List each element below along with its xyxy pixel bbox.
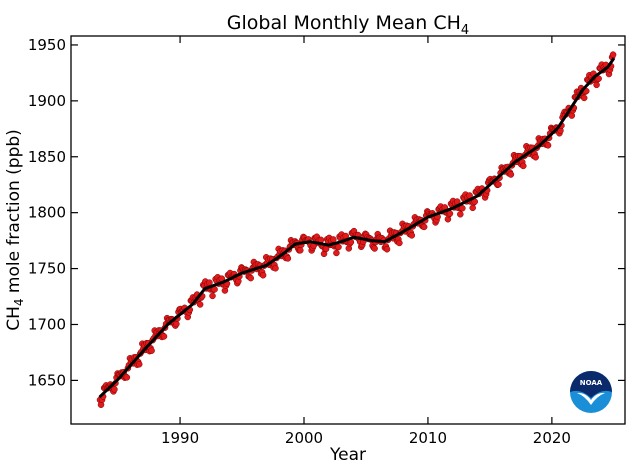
noaa-logo-bird bbox=[577, 392, 605, 405]
noaa-logo: NOAA bbox=[570, 371, 612, 413]
monthly-point bbox=[520, 162, 527, 170]
monthly-point bbox=[297, 247, 304, 254]
monthly-point bbox=[247, 274, 254, 282]
monthly-mean-series bbox=[96, 51, 617, 408]
monthly-point bbox=[420, 223, 428, 231]
y-tick-label: 1850 bbox=[28, 148, 66, 166]
x-tick-label: 2000 bbox=[285, 429, 323, 447]
y-tick-label: 1900 bbox=[28, 92, 66, 110]
monthly-point bbox=[580, 94, 588, 102]
y-axis: 1650 1700 1750 1800 1850 1900 1950 bbox=[28, 36, 625, 389]
monthly-point bbox=[459, 205, 466, 212]
monthly-point bbox=[396, 239, 403, 247]
monthly-point bbox=[507, 171, 515, 178]
x-axis: 1990 2000 2010 2020 bbox=[161, 36, 571, 447]
monthly-point bbox=[209, 292, 216, 300]
monthly-point bbox=[593, 81, 600, 89]
noaa-logo-text: NOAA bbox=[580, 379, 603, 387]
monthly-point bbox=[595, 75, 602, 82]
monthly-point bbox=[173, 320, 180, 328]
x-tick-label: 2010 bbox=[409, 429, 447, 447]
monthly-point bbox=[532, 154, 539, 161]
y-tick-label: 1950 bbox=[28, 36, 66, 54]
monthly-point bbox=[568, 112, 576, 119]
monthly-point bbox=[272, 265, 279, 272]
monthly-point bbox=[135, 361, 143, 368]
x-tick-label: 2020 bbox=[533, 429, 571, 447]
monthly-point bbox=[284, 255, 292, 262]
monthly-point bbox=[330, 236, 337, 243]
monthly-point bbox=[544, 142, 552, 149]
monthly-point bbox=[123, 374, 131, 381]
monthly-point bbox=[457, 211, 464, 218]
y-axis-title: CH4 mole fraction (ppb) bbox=[4, 129, 26, 331]
y-tick-label: 1700 bbox=[28, 315, 66, 333]
monthly-point bbox=[333, 249, 340, 257]
monthly-point bbox=[196, 301, 204, 308]
monthly-point bbox=[259, 272, 267, 279]
trend-line bbox=[98, 57, 616, 399]
monthly-point bbox=[495, 181, 502, 188]
x-tick-label: 1990 bbox=[161, 429, 199, 447]
monthly-point bbox=[148, 347, 155, 354]
monthly-point bbox=[609, 51, 617, 58]
monthly-point bbox=[408, 232, 416, 239]
chart-title: Global Monthly Mean CH4 bbox=[227, 12, 469, 38]
plot-frame bbox=[70, 35, 626, 425]
monthly-point bbox=[371, 245, 378, 252]
y-tick-label: 1800 bbox=[28, 204, 66, 222]
y-tick-label: 1750 bbox=[28, 260, 66, 278]
monthly-point bbox=[160, 333, 168, 340]
x-axis-title: Year bbox=[329, 445, 366, 465]
monthly-point bbox=[383, 246, 391, 253]
noaa-logo-top bbox=[570, 371, 612, 398]
y-tick-label: 1650 bbox=[28, 371, 66, 389]
monthly-point bbox=[335, 243, 342, 251]
monthly-point bbox=[469, 204, 476, 212]
monthly-point bbox=[111, 386, 118, 393]
